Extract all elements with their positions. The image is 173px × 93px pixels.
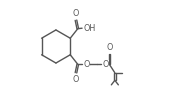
Text: O: O: [103, 60, 109, 69]
Text: OH: OH: [84, 24, 96, 33]
Text: O: O: [73, 75, 79, 84]
Text: O: O: [73, 9, 79, 18]
Text: O: O: [106, 43, 112, 52]
Text: O: O: [84, 60, 90, 69]
